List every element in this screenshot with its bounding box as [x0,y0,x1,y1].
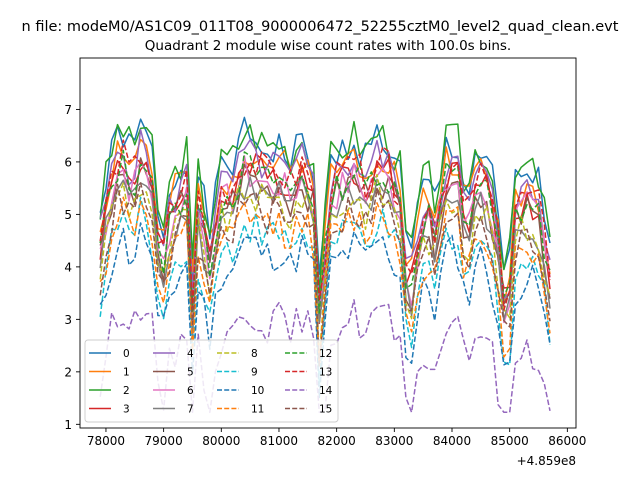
y-tick-label: 6 [64,155,72,169]
legend-item-1: 1 [89,367,130,379]
legend-label: 14 [319,385,333,397]
legend-item-12: 12 [285,348,332,360]
legend-label: 7 [187,404,194,416]
figure-suptitle: n file: modeM0/AS1C09_011T08_9000006472_… [22,19,619,35]
legend-item-11: 11 [217,404,264,416]
y-tick-label: 5 [64,208,72,222]
y-tick-label: 7 [64,103,72,117]
x-tick-label: 78000 [87,434,125,448]
series-line-7 [99,176,551,341]
series-layer [99,116,551,414]
legend-item-7: 7 [153,404,194,416]
series-line-1 [99,138,551,320]
legend-box [84,339,339,423]
x-tick-label: 84000 [433,434,471,448]
series-line-15 [99,182,551,369]
legend-label: 9 [251,367,258,379]
legend-item-6: 6 [153,385,194,397]
y-tick-label: 2 [64,365,72,379]
legend-label: 2 [123,385,130,397]
legend-item-0: 0 [89,348,130,360]
series-line-6 [99,154,551,324]
legend-label: 1 [123,367,130,379]
legend-label: 10 [251,385,264,397]
legend-item-8: 8 [217,348,258,360]
x-tick-label: 86000 [548,434,586,448]
legend-label: 12 [319,348,332,360]
y-axis: 1 2 3 4 5 6 7 [64,103,80,432]
y-tick-label: 3 [64,313,72,327]
legend-label: 8 [251,348,258,360]
legend-item-4: 4 [153,348,194,360]
series-line-9 [99,196,551,386]
legend-item-15: 15 [285,404,332,416]
series-line-8 [99,173,551,360]
series-line-13 [99,139,551,311]
legend-item-14: 14 [285,385,333,397]
legend-label: 3 [123,404,130,416]
x-tick-label: 79000 [145,434,183,448]
series-line-12 [99,149,551,314]
legend-item-9: 9 [217,367,258,379]
legend-item-10: 10 [217,385,264,397]
x-offset-label: +4.859e8 [517,454,576,468]
legend-item-3: 3 [89,404,130,416]
legend-label: 13 [319,367,332,379]
x-tick-label: 80000 [202,434,240,448]
legend-item-13: 13 [285,367,332,379]
legend-label: 6 [187,385,194,397]
y-tick-label: 1 [64,418,72,432]
x-tick-label: 85000 [491,434,529,448]
series-line-10 [99,222,551,399]
chart-title: Quadrant 2 module wise count rates with … [145,38,511,54]
x-tick-label: 82000 [318,434,356,448]
x-tick-label: 81000 [260,434,298,448]
y-tick-label: 4 [64,260,72,274]
series-line-14 [99,299,551,414]
legend-label: 0 [123,348,130,360]
x-tick-label: 83000 [375,434,413,448]
legend-label: 15 [319,404,332,416]
series-line-11 [99,196,551,364]
series-line-2 [99,120,551,296]
plot-frame [79,57,577,429]
legend-label: 11 [251,404,264,416]
legend-label: 4 [187,348,194,360]
x-axis: 78000 79000 80000 81000 82000 83000 84000 85000… [87,428,586,448]
legend-label: 5 [187,367,194,379]
legend-item-2: 2 [89,385,130,397]
legend-item-5: 5 [153,367,194,379]
